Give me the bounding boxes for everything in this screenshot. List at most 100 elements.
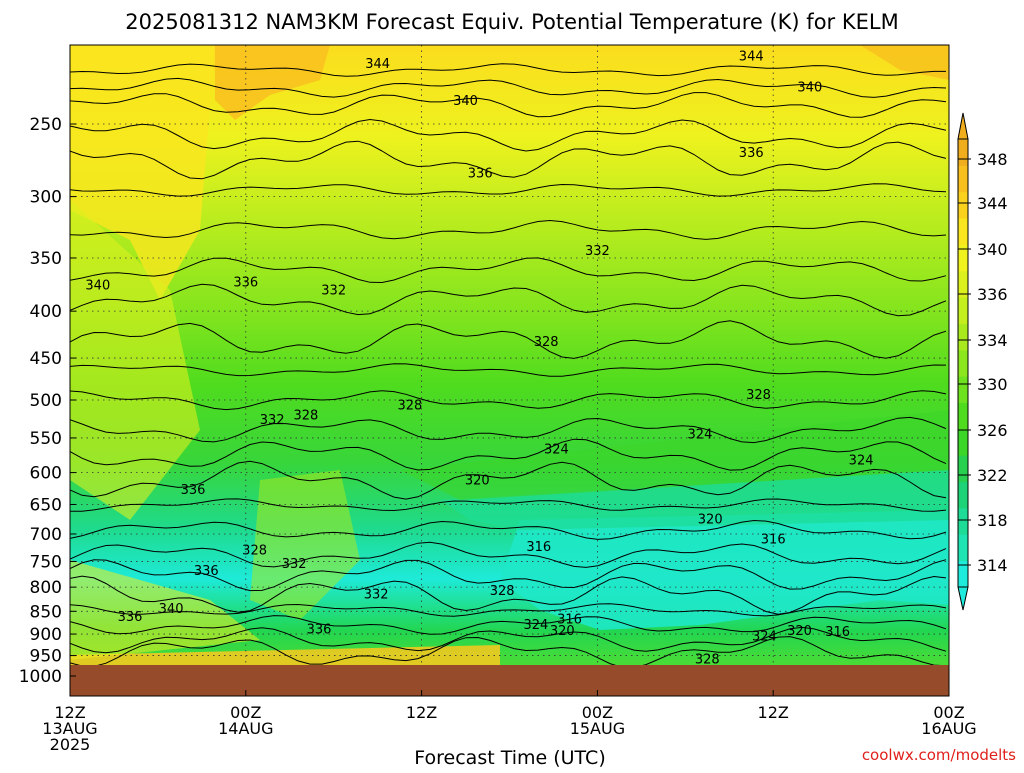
y-tick-label: 350 — [30, 249, 62, 269]
colorbar-segment — [958, 560, 968, 588]
contour-line — [70, 626, 947, 654]
contour-label: 328 — [534, 335, 559, 350]
x-tick-label: 12Z — [54, 703, 85, 722]
contour-line — [70, 140, 947, 180]
colorbar-label: 336 — [977, 285, 1008, 304]
colorbar-segment — [958, 481, 968, 509]
contour-label: 324 — [849, 453, 874, 468]
y-tick-label: 250 — [30, 115, 62, 135]
ground-below-surface — [70, 665, 949, 696]
colorbar-segment — [958, 139, 968, 166]
x-tick-label: 15AUG — [570, 719, 625, 738]
contour-label: 320 — [698, 512, 723, 527]
field-shade-3 — [70, 200, 200, 520]
x-tick-label: 14AUG — [218, 719, 273, 738]
plot-area: 344 344 340 340 336 336 340 336 332 332 328 328 332 3… — [70, 45, 949, 696]
colorbar-segment — [958, 507, 968, 535]
field-shade-4 — [500, 510, 949, 630]
contour-line — [70, 541, 947, 568]
contour-label: 316 — [825, 625, 850, 640]
credit-text: coolwx.com/modelts — [862, 746, 1016, 764]
contour-label: 328 — [490, 584, 515, 599]
colorbar-segment — [958, 218, 968, 245]
x-axis-label: Forecast Time (UTC) — [414, 747, 605, 768]
contour-line — [70, 257, 947, 284]
contour-label: 336 — [468, 166, 493, 181]
contour-label: 332 — [260, 413, 285, 428]
contour-line — [70, 118, 947, 152]
colorbar-segment — [958, 270, 968, 298]
y-tick-label: 500 — [30, 391, 62, 411]
x-tick-label: 00Z — [933, 703, 964, 722]
contour-label: 324 — [523, 618, 548, 633]
contour-line — [70, 77, 947, 98]
colorbar-segment — [958, 165, 968, 193]
colorbar-label: 348 — [977, 150, 1008, 169]
contour-label: 320 — [550, 624, 575, 639]
y-tick-label: 650 — [30, 495, 62, 515]
field-shade-0 — [215, 45, 330, 120]
contour-line — [70, 320, 947, 359]
contour-label: 320 — [465, 473, 490, 488]
colorbar-label: 322 — [977, 466, 1008, 485]
colorbar-label: 326 — [977, 421, 1008, 440]
contour-line — [70, 519, 947, 540]
colorbar-segment — [958, 402, 968, 430]
contour-label: 332 — [364, 588, 389, 603]
contour-label: 336 — [307, 623, 332, 638]
x-tick-label: 12Z — [406, 703, 437, 722]
x-tick-label: 2025 — [50, 735, 91, 754]
field-layer — [70, 45, 949, 666]
y-tick-label: 950 — [30, 647, 62, 667]
colorbar-segment — [958, 376, 968, 404]
contour-label: 328 — [397, 399, 422, 414]
field-shade-1 — [860, 45, 949, 80]
contour-line — [70, 636, 947, 669]
contour-line — [70, 559, 947, 592]
colorbar-segment — [958, 244, 968, 272]
contour-line — [70, 363, 947, 377]
contour-label: 340 — [85, 278, 110, 293]
colorbar-label: 318 — [977, 511, 1008, 530]
contour-label: 340 — [453, 94, 478, 109]
y-tick-label: 700 — [30, 525, 62, 545]
colorbar-label: 330 — [977, 375, 1008, 394]
contour-label: 336 — [118, 610, 143, 625]
y-axis: 250 300 350 400 450 500 550 600 650 700 750 800 850 9… — [19, 115, 76, 687]
field-shade-9 — [250, 470, 360, 620]
y-tick-label: 750 — [30, 552, 62, 572]
contour-line — [70, 575, 947, 615]
contour-label: 344 — [739, 49, 764, 64]
contour-label: 328 — [695, 653, 720, 668]
contour-label: 328 — [242, 544, 267, 559]
contour-label: 336 — [181, 483, 206, 498]
contour-label: 332 — [321, 284, 346, 299]
plot-frame — [69, 44, 950, 697]
y-tick-label: 800 — [30, 578, 62, 598]
contour-line — [70, 63, 946, 77]
colorbar-label: 340 — [977, 240, 1008, 259]
colorbar-bottom-arrow — [957, 586, 969, 611]
y-tick-label: 400 — [30, 302, 62, 322]
colorbar-label: 344 — [977, 194, 1008, 213]
colorbar-segment — [958, 349, 968, 377]
contour-label: 332 — [585, 244, 610, 259]
contour-label: 316 — [761, 533, 786, 548]
contour-line — [70, 498, 947, 512]
colorbar-segment — [958, 534, 968, 562]
contour-line — [70, 283, 947, 317]
contour-label: 336 — [233, 275, 258, 290]
field-shade-5 — [440, 470, 949, 530]
contour-label: 340 — [159, 602, 184, 617]
contour-line — [70, 603, 947, 617]
colorbar-frame — [957, 138, 969, 588]
contour-label: 328 — [746, 388, 771, 403]
contour-line — [70, 416, 947, 444]
contour-label: 336 — [739, 146, 764, 161]
contour-line — [70, 390, 947, 411]
contour-label: 324 — [544, 442, 569, 457]
contour-label: 344 — [365, 57, 390, 72]
contour-layer: 344 344 340 340 336 336 340 336 332 332 328 328 332 3… — [70, 49, 947, 669]
